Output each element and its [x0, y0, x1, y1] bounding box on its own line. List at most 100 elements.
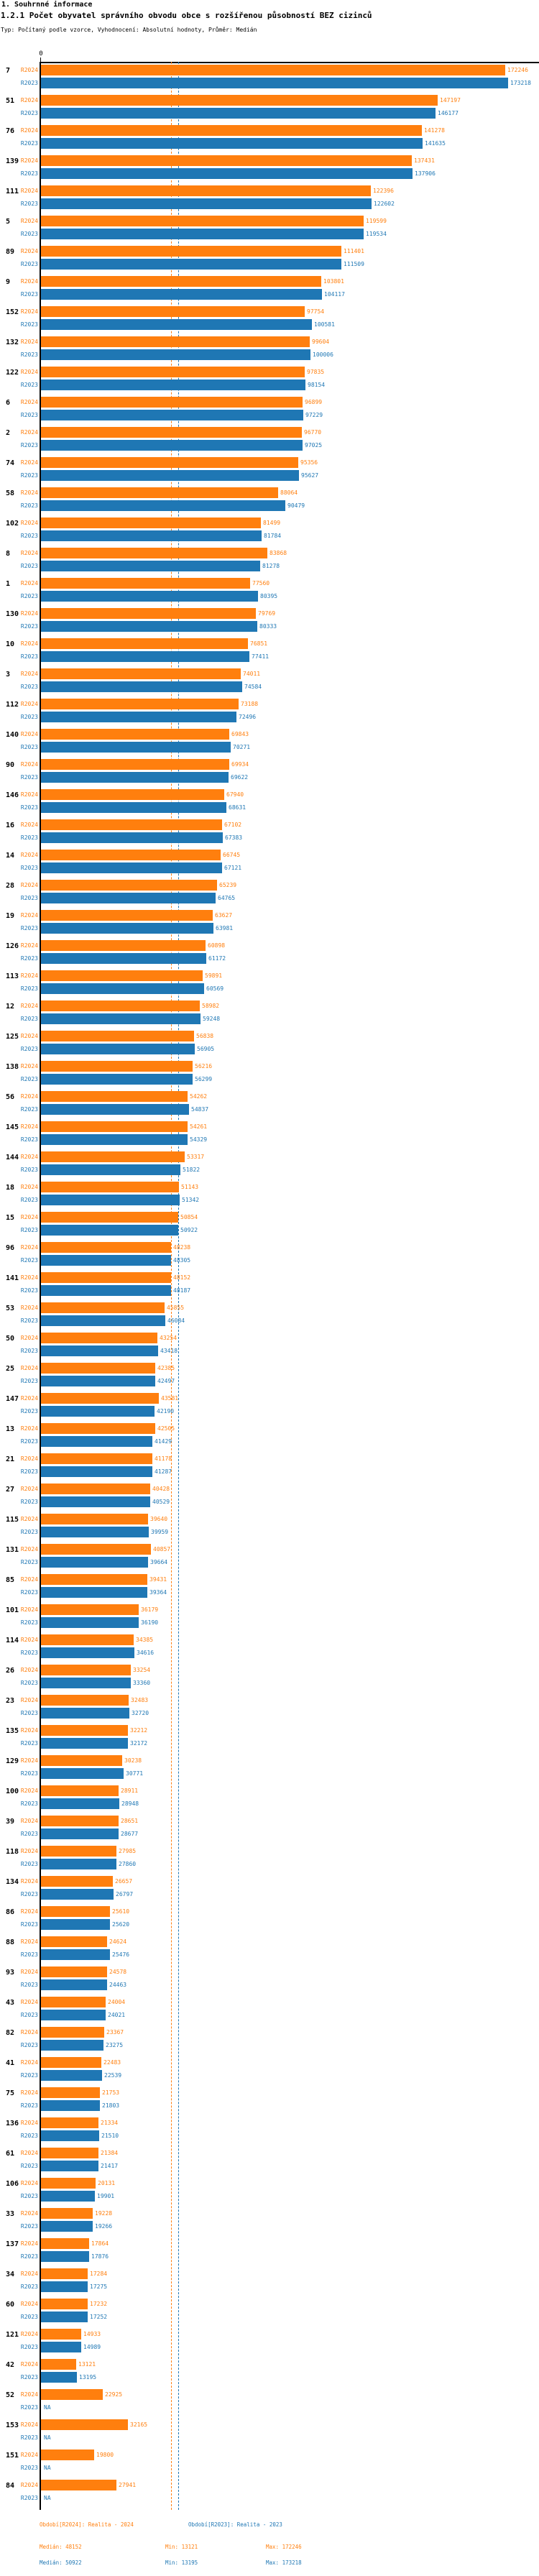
bar-row-r2024: R2024 59891: [0, 970, 539, 981]
bar-row-r2023: R2023 104117: [0, 289, 539, 300]
group-id-label: 51: [6, 97, 15, 105]
bar-r2023: [41, 289, 322, 300]
series-label-r2024: R2024: [20, 1486, 38, 1492]
bar-r2023: [41, 1496, 150, 1507]
na-label: NA: [44, 2495, 51, 2501]
stat-min-r2023: Min: 13195: [165, 2559, 198, 2566]
bar-row-r2024: R2024 141278: [0, 125, 539, 136]
bar-r2024: [41, 155, 412, 166]
series-label-r2023: R2023: [20, 623, 38, 630]
series-label-r2023: R2023: [20, 1951, 38, 1958]
bar-row-r2023: R2023 24463: [0, 1979, 539, 1990]
na-label: NA: [44, 2434, 51, 2441]
bar-r2023: [41, 742, 231, 753]
bar-row-r2024: R2024 43254: [0, 1333, 539, 1343]
bar-value-r2023: 81278: [262, 563, 280, 569]
chart-title: 1.2.1 Počet obyvatel správního obvodu ob…: [1, 11, 372, 20]
bar-value-r2023: 54837: [191, 1106, 209, 1113]
bar-value-r2024: 25610: [112, 1908, 130, 1915]
bar-row-r2023: R2023 39664: [0, 1557, 539, 1568]
bar-row-r2024: R2024 39431: [0, 1574, 539, 1585]
bar-row-r2024: R2024 25610: [0, 1906, 539, 1917]
bar-row-r2023: R2023 21417: [0, 2161, 539, 2171]
bar-row-r2024: R2024 137431: [0, 155, 539, 166]
series-label-r2023: R2023: [20, 744, 38, 750]
bar-row-r2023: R2023 48187: [0, 1285, 539, 1296]
bar-row-r2024: R2024 33254: [0, 1665, 539, 1675]
group-id-label: 53: [6, 1305, 15, 1312]
group-id-label: 131: [6, 1546, 19, 1554]
bar-r2024: [41, 95, 438, 106]
stat-median-r2023: Medián: 50922: [40, 2559, 82, 2566]
bar-r2023: [41, 138, 423, 149]
bar-value-r2024: 79769: [258, 610, 276, 617]
group-id-label: 93: [6, 1969, 15, 1977]
bar-row-r2023: R2023 40529: [0, 1496, 539, 1507]
group-id-label: 5: [6, 218, 11, 226]
bar-r2023: [41, 2251, 89, 2262]
series-label-r2023: R2023: [20, 1710, 38, 1716]
bar-row-r2023: R2023 14989: [0, 2342, 539, 2352]
bar-value-r2024: 119599: [366, 218, 387, 224]
bar-value-r2024: 48238: [173, 1244, 191, 1251]
bar-value-r2023: 141635: [425, 140, 446, 147]
bar-group: 144 R2024 53317 R2023 51822: [0, 1151, 539, 1182]
series-label-r2024: R2024: [20, 1788, 38, 1794]
bar-r2023: [41, 1164, 180, 1175]
bar-r2024: [41, 638, 248, 649]
group-id-label: 43: [6, 1999, 15, 2007]
series-label-r2024: R2024: [20, 2271, 38, 2277]
bar-value-r2023: 56299: [195, 1076, 213, 1082]
bar-group: 84 R2024 27941 R2023 NA: [0, 2480, 539, 2510]
bar-row-r2023: R2023 41287: [0, 1466, 539, 1477]
bar-value-r2023: 119534: [366, 231, 387, 237]
bar-r2024: [41, 1785, 119, 1796]
bar-r2024: [41, 2268, 88, 2279]
bar-value-r2024: 32212: [130, 1727, 148, 1734]
bar-row-r2024: R2024 76851: [0, 638, 539, 649]
bar-row-r2024: R2024 119599: [0, 216, 539, 226]
bar-row-r2024: R2024 26657: [0, 1876, 539, 1887]
group-id-label: 113: [6, 972, 19, 980]
bar-row-r2023: R2023 67383: [0, 832, 539, 843]
bar-r2023: [41, 470, 299, 481]
bar-r2024: [41, 1544, 151, 1555]
series-label-r2023: R2023: [20, 1257, 38, 1264]
series-label-r2023: R2023: [20, 2163, 38, 2169]
bar-value-r2023: 111509: [344, 261, 364, 267]
bar-row-r2023: R2023 34616: [0, 1647, 539, 1658]
bar-r2023: [41, 591, 258, 602]
bar-value-r2023: 67383: [225, 834, 243, 841]
bar-value-r2024: 83868: [270, 550, 287, 556]
series-label-r2024: R2024: [20, 459, 38, 466]
series-label-r2024: R2024: [20, 1667, 38, 1673]
bar-r2023: [41, 1255, 171, 1266]
bar-row-r2023: R2023 25476: [0, 1949, 539, 1960]
bar-group: 86 R2024 25610 R2023 25620: [0, 1906, 539, 1936]
bar-value-r2023: 80333: [259, 623, 277, 630]
series-label-r2024: R2024: [20, 822, 38, 828]
group-id-label: 146: [6, 791, 19, 799]
bar-group: 43 R2024 24004 R2023 24021: [0, 1997, 539, 2027]
series-label-r2023: R2023: [20, 110, 38, 116]
series-label-r2023: R2023: [20, 1499, 38, 1505]
series-label-r2023: R2023: [20, 653, 38, 660]
series-label-r2023: R2023: [20, 2102, 38, 2109]
bar-r2024: [41, 1242, 171, 1253]
series-label-r2023: R2023: [20, 1770, 38, 1777]
bar-value-r2023: 98154: [308, 382, 326, 388]
series-label-r2024: R2024: [20, 580, 38, 586]
series-label-r2023: R2023: [20, 170, 38, 177]
bar-r2023: [41, 1376, 155, 1386]
bar-row-r2023: R2023 56299: [0, 1074, 539, 1085]
bar-value-r2023: 39959: [151, 1529, 169, 1535]
bar-row-r2023: R2023 64765: [0, 893, 539, 903]
bar-value-r2023: 97025: [305, 442, 323, 448]
bar-value-r2024: 66745: [223, 852, 241, 858]
bar-r2023: [41, 440, 303, 451]
bar-value-r2023: 77411: [252, 653, 270, 660]
bar-r2023: [41, 953, 206, 964]
group-id-label: 23: [6, 1697, 15, 1705]
bar-r2024: [41, 759, 229, 770]
